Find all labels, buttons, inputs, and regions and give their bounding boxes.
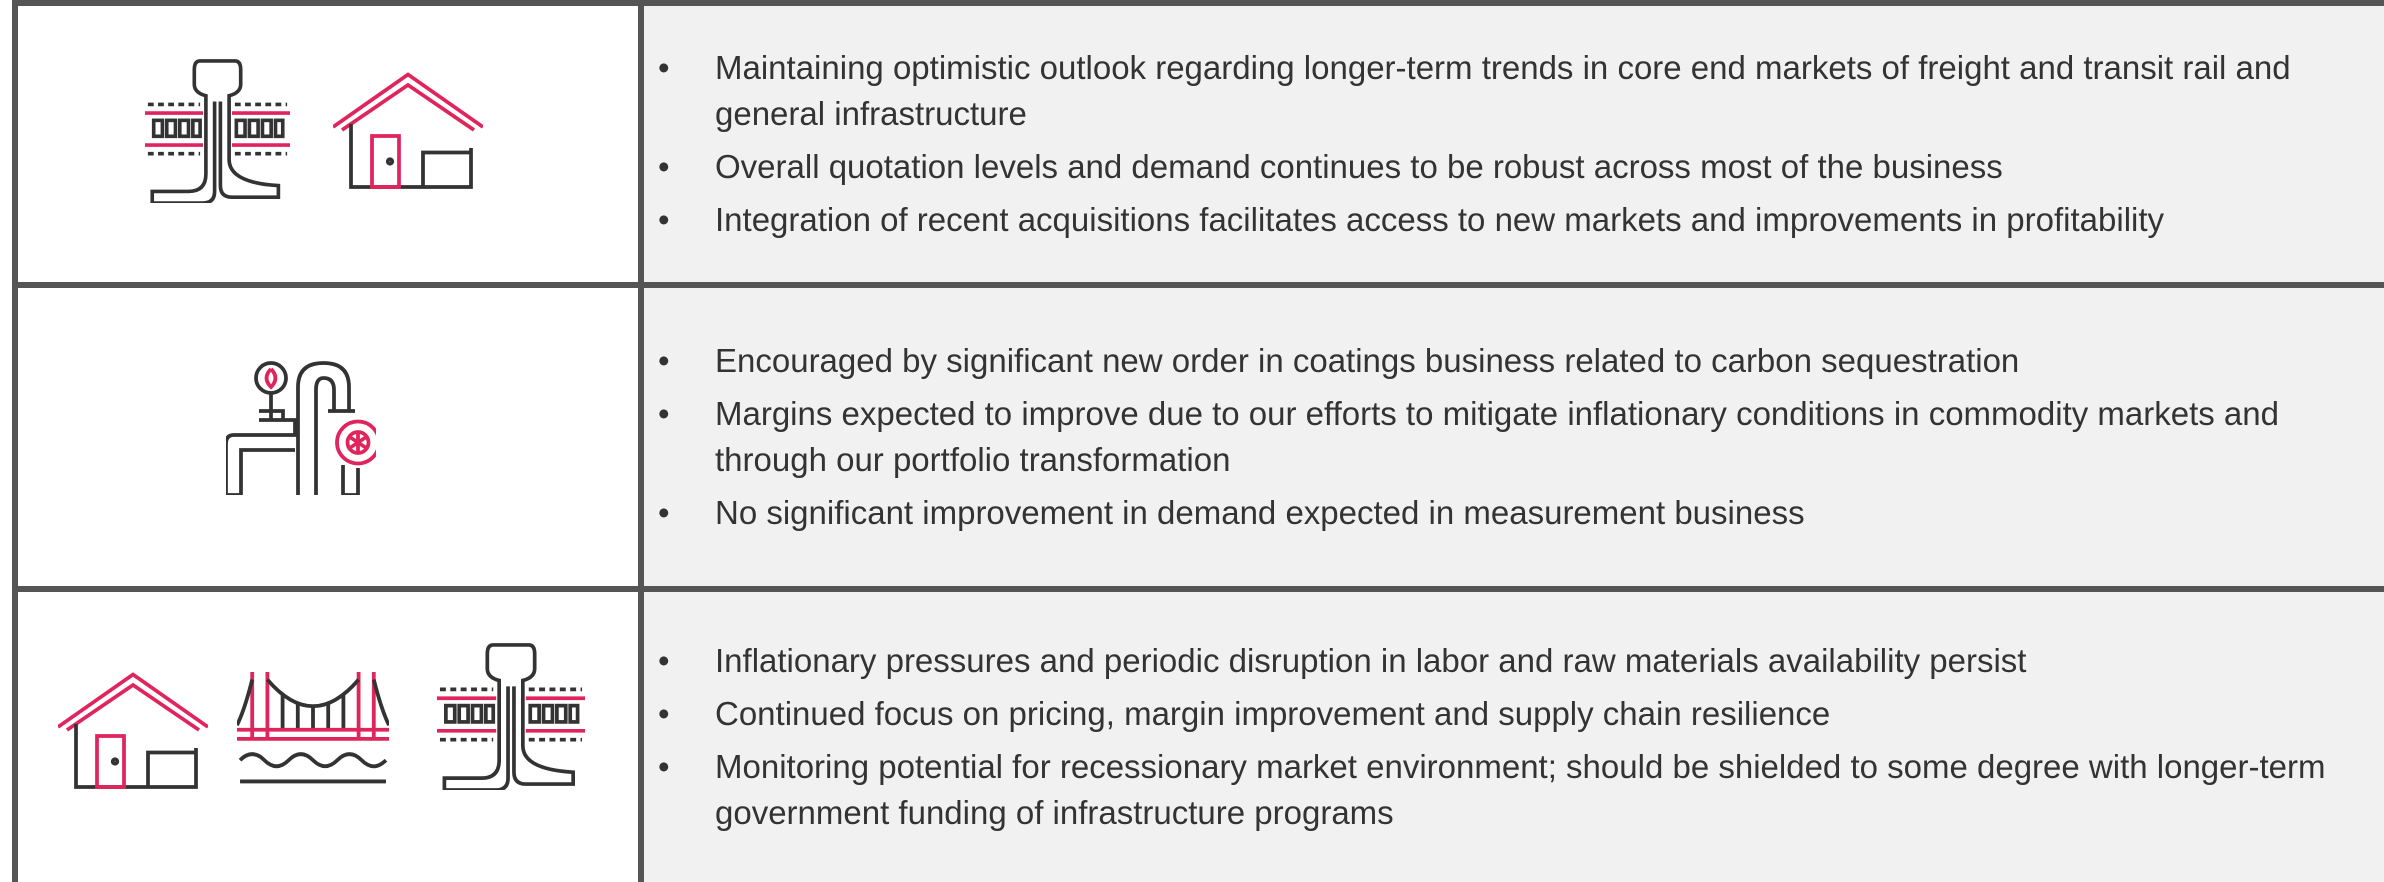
border bbox=[12, 0, 2384, 6]
row-text: Inflationary pressures and periodic disr… bbox=[644, 592, 2384, 882]
bullet: Inflationary pressures and periodic disr… bbox=[658, 638, 2384, 684]
row-text: Maintaining optimistic outlook regarding… bbox=[644, 6, 2384, 282]
bullet: Encouraged by significant new order in c… bbox=[658, 338, 2384, 384]
bullet: Overall quotation levels and demand cont… bbox=[658, 144, 2384, 190]
bullet: Maintaining optimistic outlook regarding… bbox=[658, 45, 2384, 137]
bullet: Continued focus on pricing, margin impro… bbox=[658, 691, 2384, 737]
pipe-icon bbox=[226, 360, 376, 495]
border bbox=[638, 0, 644, 882]
bridge-icon bbox=[237, 672, 389, 786]
bullet: Monitoring potential for recessionary ma… bbox=[658, 744, 2384, 836]
bullet: Margins expected to improve due to our e… bbox=[658, 391, 2384, 483]
rail-icon bbox=[437, 642, 585, 790]
bullet-list: Encouraged by significant new order in c… bbox=[658, 331, 2384, 543]
rail-icon bbox=[145, 58, 290, 203]
border bbox=[12, 0, 18, 882]
border bbox=[12, 586, 2384, 592]
bullet: Integration of recent acquisitions facil… bbox=[658, 197, 2384, 243]
row-text: Encouraged by significant new order in c… bbox=[644, 288, 2384, 586]
house-icon bbox=[333, 70, 483, 190]
bullet-list: Maintaining optimistic outlook regarding… bbox=[658, 38, 2384, 250]
house-icon bbox=[58, 670, 208, 790]
bullet: No significant improvement in demand exp… bbox=[658, 490, 2384, 536]
border bbox=[12, 282, 2384, 288]
bullet-list: Inflationary pressures and periodic disr… bbox=[658, 631, 2384, 843]
